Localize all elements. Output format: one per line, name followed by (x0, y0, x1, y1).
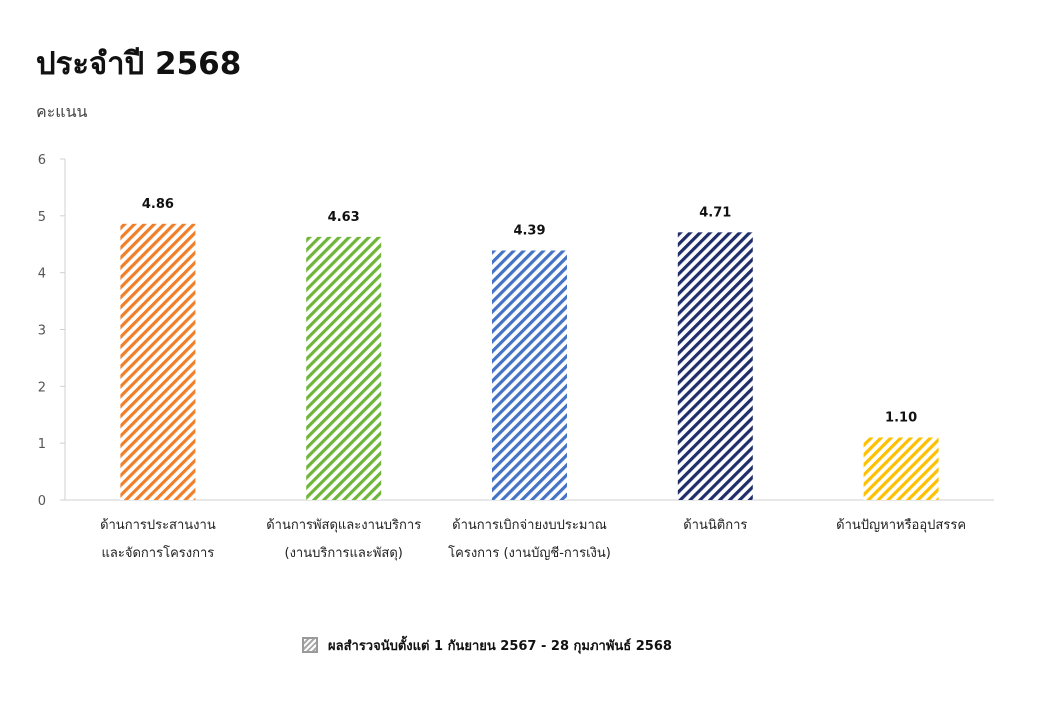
y-tick-label: 1 (38, 437, 46, 452)
y-tick-label: 6 (38, 153, 46, 168)
y-tick-label: 4 (38, 267, 46, 282)
x-tick-label: ด้านการประสานงานและจัดการโครงการ (100, 518, 216, 561)
bar (492, 250, 567, 500)
legend-label: ผลสำรวจนับตั้งแต่ 1 กันยายน 2567 - 28 กุ… (328, 638, 672, 654)
bar (306, 236, 382, 500)
x-tick-label: ด้านการเบิกจ่ายงบประมาณโครงการ (งานบัญชี… (448, 518, 611, 561)
data-label: 4.63 (328, 210, 360, 225)
legend: ผลสำรวจนับตั้งแต่ 1 กันยายน 2567 - 28 กุ… (302, 634, 672, 656)
legend-swatch (302, 637, 318, 653)
bar (863, 437, 939, 500)
y-tick-label: 0 (38, 494, 46, 509)
y-axis-label: คะแนน (36, 102, 88, 121)
bars (120, 223, 939, 501)
data-label: 4.86 (142, 197, 174, 212)
data-label: 4.39 (513, 224, 545, 239)
y-tick-label: 3 (38, 324, 46, 339)
data-label: 4.71 (699, 205, 731, 220)
labels: 4.86 ด้านการประสานงานและจัดการโครงการ 4.63… (100, 197, 966, 561)
y-tick-label: 5 (38, 210, 46, 225)
x-tick-label: ด้านการพัสดุและงานบริการ(งานบริการและพัส… (266, 518, 421, 561)
data-label: 1.10 (885, 410, 917, 425)
x-tick-label: ด้านนิติการ (683, 518, 747, 533)
bar (120, 223, 196, 501)
x-tick-label: ด้านปัญหาหรืออุปสรรค (836, 517, 966, 533)
chart-title: ประจำปี 2568 (36, 46, 242, 82)
y-tick-label: 2 (38, 380, 46, 395)
bar (677, 232, 753, 500)
